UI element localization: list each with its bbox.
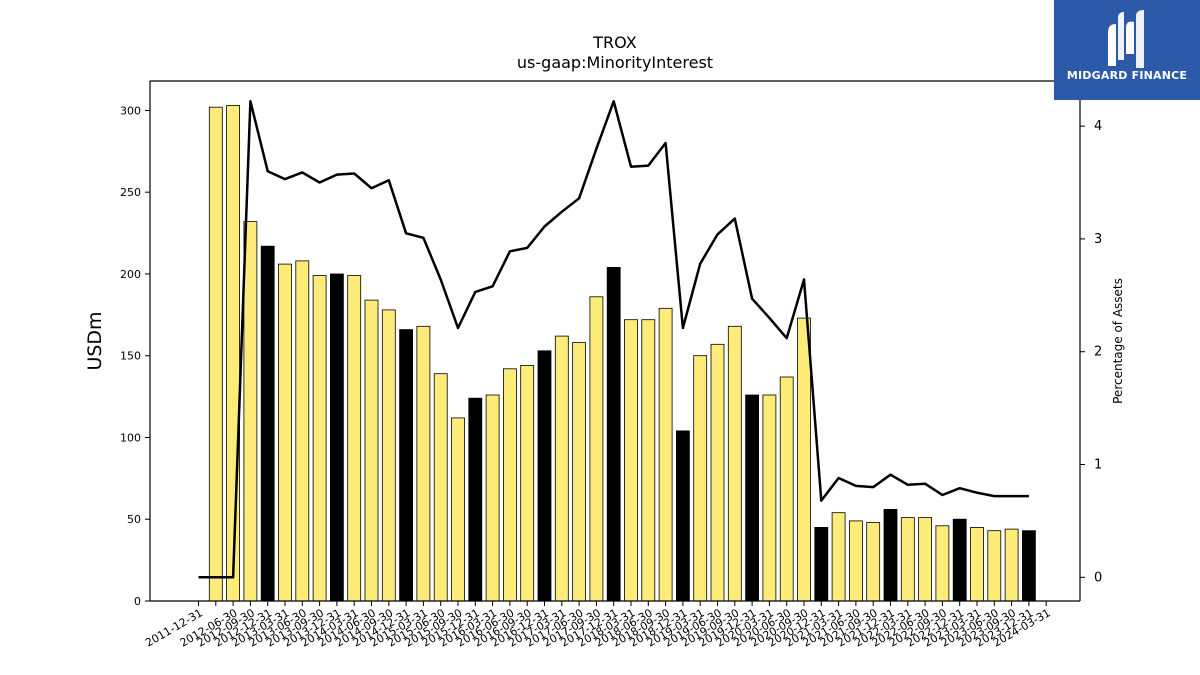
bar	[727, 325, 742, 602]
bar	[606, 266, 621, 602]
bar	[866, 522, 881, 602]
line-group	[198, 100, 1029, 579]
bar	[935, 525, 950, 602]
bar	[849, 520, 863, 602]
bar	[468, 397, 483, 602]
line-series	[198, 100, 1029, 579]
bar	[226, 105, 241, 602]
bar	[502, 368, 517, 602]
bar	[278, 263, 292, 602]
bar	[900, 517, 915, 602]
bar	[416, 325, 431, 602]
bar	[208, 106, 223, 602]
bar	[1004, 528, 1019, 602]
bar	[952, 518, 967, 602]
bar	[641, 319, 656, 602]
bar	[970, 527, 984, 602]
bar	[329, 273, 344, 602]
bar	[883, 508, 898, 602]
bar	[295, 260, 310, 602]
bar	[451, 417, 465, 602]
bar	[381, 309, 396, 602]
bar	[987, 530, 1002, 602]
chart-title: TROX	[592, 33, 636, 52]
y-tick-label: 50	[127, 513, 141, 526]
y-tick-label: 150	[120, 350, 141, 363]
y-axis-label: USDm	[84, 311, 106, 370]
bar	[485, 394, 500, 602]
bar	[554, 335, 569, 602]
bar	[658, 307, 673, 602]
y-tick-label: 0	[134, 595, 141, 608]
midgard-logo-icon	[1108, 10, 1144, 68]
bar	[433, 373, 448, 602]
bars-group	[208, 105, 1036, 602]
bar	[1022, 530, 1036, 602]
y-tick-label: 200	[120, 268, 141, 281]
y2-tick-label: 4	[1094, 119, 1102, 134]
y-tick-label: 100	[120, 431, 141, 444]
bar	[399, 329, 414, 602]
bar	[364, 299, 379, 602]
y2-tick-label: 2	[1094, 345, 1102, 360]
bar	[260, 245, 275, 602]
bar	[779, 376, 794, 602]
bar	[831, 512, 846, 602]
bar	[745, 394, 759, 602]
bar	[589, 296, 604, 602]
axes-group: 050100150200250300012342011-12-312012-06…	[120, 80, 1102, 650]
y2-axis-label: Percentage of Assets	[1111, 278, 1125, 404]
bar	[537, 350, 552, 602]
bar	[312, 275, 327, 602]
y2-tick-label: 3	[1094, 232, 1102, 247]
bar	[676, 430, 690, 602]
bar	[520, 365, 535, 602]
bar	[710, 343, 725, 602]
logo: MIDGARD FINANCE	[1054, 0, 1200, 100]
bar	[693, 355, 708, 602]
bar	[572, 342, 586, 602]
logo-text: MIDGARD FINANCE	[1066, 69, 1188, 82]
bar	[243, 221, 258, 602]
bar	[762, 394, 777, 602]
y2-tick-label: 1	[1094, 458, 1102, 473]
y-tick-label: 300	[120, 104, 141, 117]
bar	[918, 517, 932, 602]
chart-subtitle: us-gaap:MinorityInterest	[517, 53, 713, 72]
bar	[347, 275, 362, 602]
bar	[814, 527, 829, 602]
y2-tick-label: 0	[1094, 570, 1102, 585]
bar	[797, 317, 811, 602]
bar	[624, 319, 638, 602]
y-tick-label: 250	[120, 186, 141, 199]
